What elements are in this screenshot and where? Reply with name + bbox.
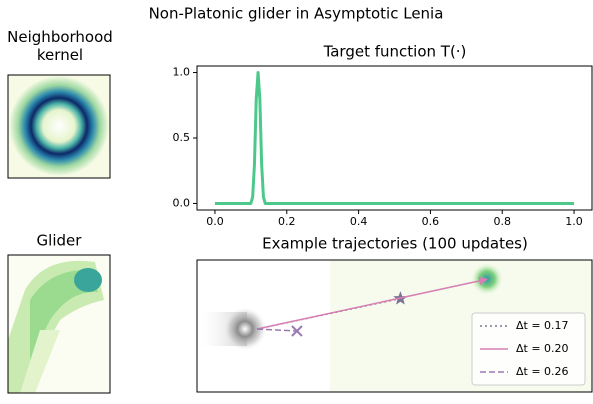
x-tick-label: 0.0: [206, 215, 224, 228]
x-tick-label: 0.6: [422, 215, 440, 228]
legend-label: Δt = 0.26: [516, 365, 569, 378]
trajectory-line: [257, 328, 297, 332]
y-tick-label: 1.0: [173, 66, 191, 79]
x-tick-label: 1.0: [565, 215, 583, 228]
glider-image: [8, 255, 110, 393]
legend-label: Δt = 0.20: [516, 342, 569, 355]
panel-title: Example trajectories (100 updates): [262, 235, 528, 253]
legend-label: Δt = 0.17: [516, 319, 569, 332]
x-tick-label: 0.4: [350, 215, 368, 228]
axes-frame: [196, 259, 593, 393]
trajectory-line: [256, 278, 488, 330]
panel-title: Glider: [37, 232, 83, 250]
legend-box: [471, 312, 586, 386]
data-line: [214, 71, 575, 205]
axes-frame: [7, 74, 111, 179]
end-marker: [291, 325, 303, 337]
figure-title: Non-Platonic glider in Asymptotic Lenia: [149, 5, 444, 23]
y-tick-label: 0.0: [173, 196, 191, 209]
y-tick-label: 0.5: [173, 131, 191, 144]
x-tick-label: 0.8: [493, 215, 511, 228]
panel-title: Target function T(·): [323, 43, 467, 61]
end-marker: [478, 276, 489, 286]
axes-frame: [7, 254, 111, 394]
kernel-image: [8, 75, 110, 178]
x-tick-label: 0.2: [278, 215, 296, 228]
panel-title: Neighborhood kernel: [7, 28, 113, 64]
